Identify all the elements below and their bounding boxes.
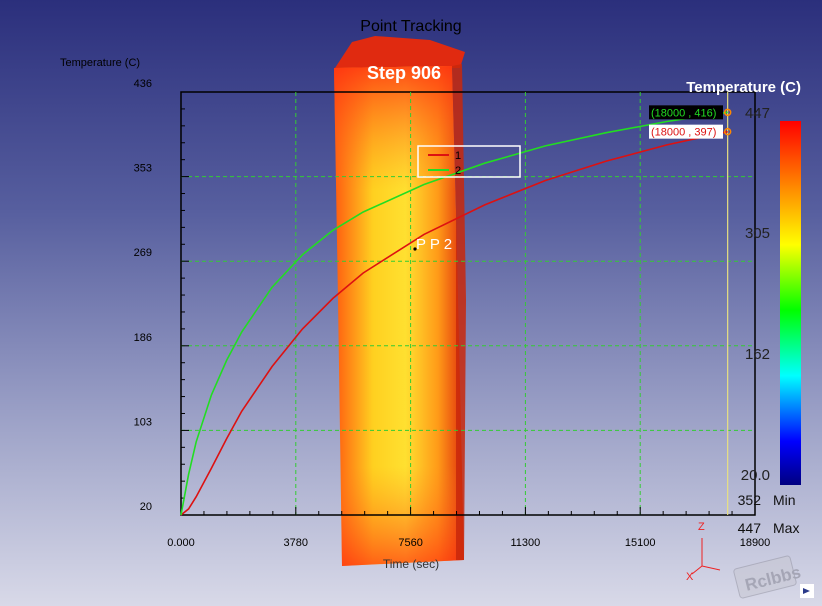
value-annotations: (18000 , 416) (18000 , 397) (649, 105, 723, 139)
step-label: Step 906 (367, 63, 441, 83)
series-2-end-marker (723, 108, 732, 117)
y-tick-label: 269 (134, 247, 152, 259)
plot-frame (180, 91, 756, 516)
min-label: Min (773, 492, 796, 508)
legend: 1 2 (417, 145, 521, 178)
colorbar-label-min: 20.0 (741, 467, 770, 484)
x-tick-label: 18900 (740, 537, 771, 549)
grid (181, 92, 755, 515)
max-label: Max (773, 520, 799, 536)
y-axis-label: Temperature (C) (60, 57, 140, 69)
x-tick-labels: 0.000 3780 7560 11300 15100 18900 (167, 537, 770, 549)
max-value: 447 (738, 520, 762, 536)
colorbar-title: Temperature (C) (686, 79, 801, 96)
series-1-line (180, 130, 728, 516)
axes-triad-icon: Z X (686, 521, 721, 583)
x-tick-label: 3780 (284, 537, 308, 549)
y-tick-label: 103 (134, 416, 152, 428)
triad-z-label: Z (698, 521, 705, 533)
colorbar (780, 121, 801, 485)
legend-label-2: 2 (455, 165, 461, 177)
part-body[interactable] (334, 36, 466, 566)
triad-x-label: X (686, 571, 694, 583)
probe-label: P P 2 (416, 236, 452, 253)
series-2-line (180, 111, 728, 516)
y-tick-label: 186 (134, 332, 152, 344)
minor-ticks (181, 108, 733, 515)
y-tick-label: 436 (134, 78, 152, 90)
annotation-text: (18000 , 416) (651, 107, 716, 119)
y-tick-labels: 20 103 186 269 353 436 (134, 78, 152, 513)
x-axis-label: Time (sec) (383, 557, 439, 571)
probe-point[interactable] (413, 247, 417, 251)
colorbar-label-max: 447 (745, 105, 770, 122)
end-markers (723, 108, 732, 136)
series-1-end-marker (723, 127, 732, 136)
legend-label-1: 1 (455, 150, 461, 162)
annotation-text: (18000 , 397) (651, 127, 716, 139)
y-tick-label: 353 (134, 163, 152, 175)
x-tick-label: 0.000 (167, 537, 195, 549)
y-tick-label: 20 (140, 501, 152, 513)
colorbar-label-2: 305 (745, 225, 770, 242)
x-tick-label: 15100 (625, 537, 656, 549)
series-group (180, 111, 728, 516)
chart-title: Point Tracking (360, 18, 461, 35)
min-value: 352 (738, 492, 762, 508)
colorbar-label-3: 162 (745, 346, 770, 363)
watermark-logo: Rclbbs (733, 555, 803, 599)
x-tick-label: 7560 (398, 537, 422, 549)
x-tick-label: 11300 (511, 537, 541, 549)
annotation-box (649, 124, 723, 139)
corner-resize-icon[interactable] (800, 584, 814, 598)
annotation-box (649, 105, 723, 120)
